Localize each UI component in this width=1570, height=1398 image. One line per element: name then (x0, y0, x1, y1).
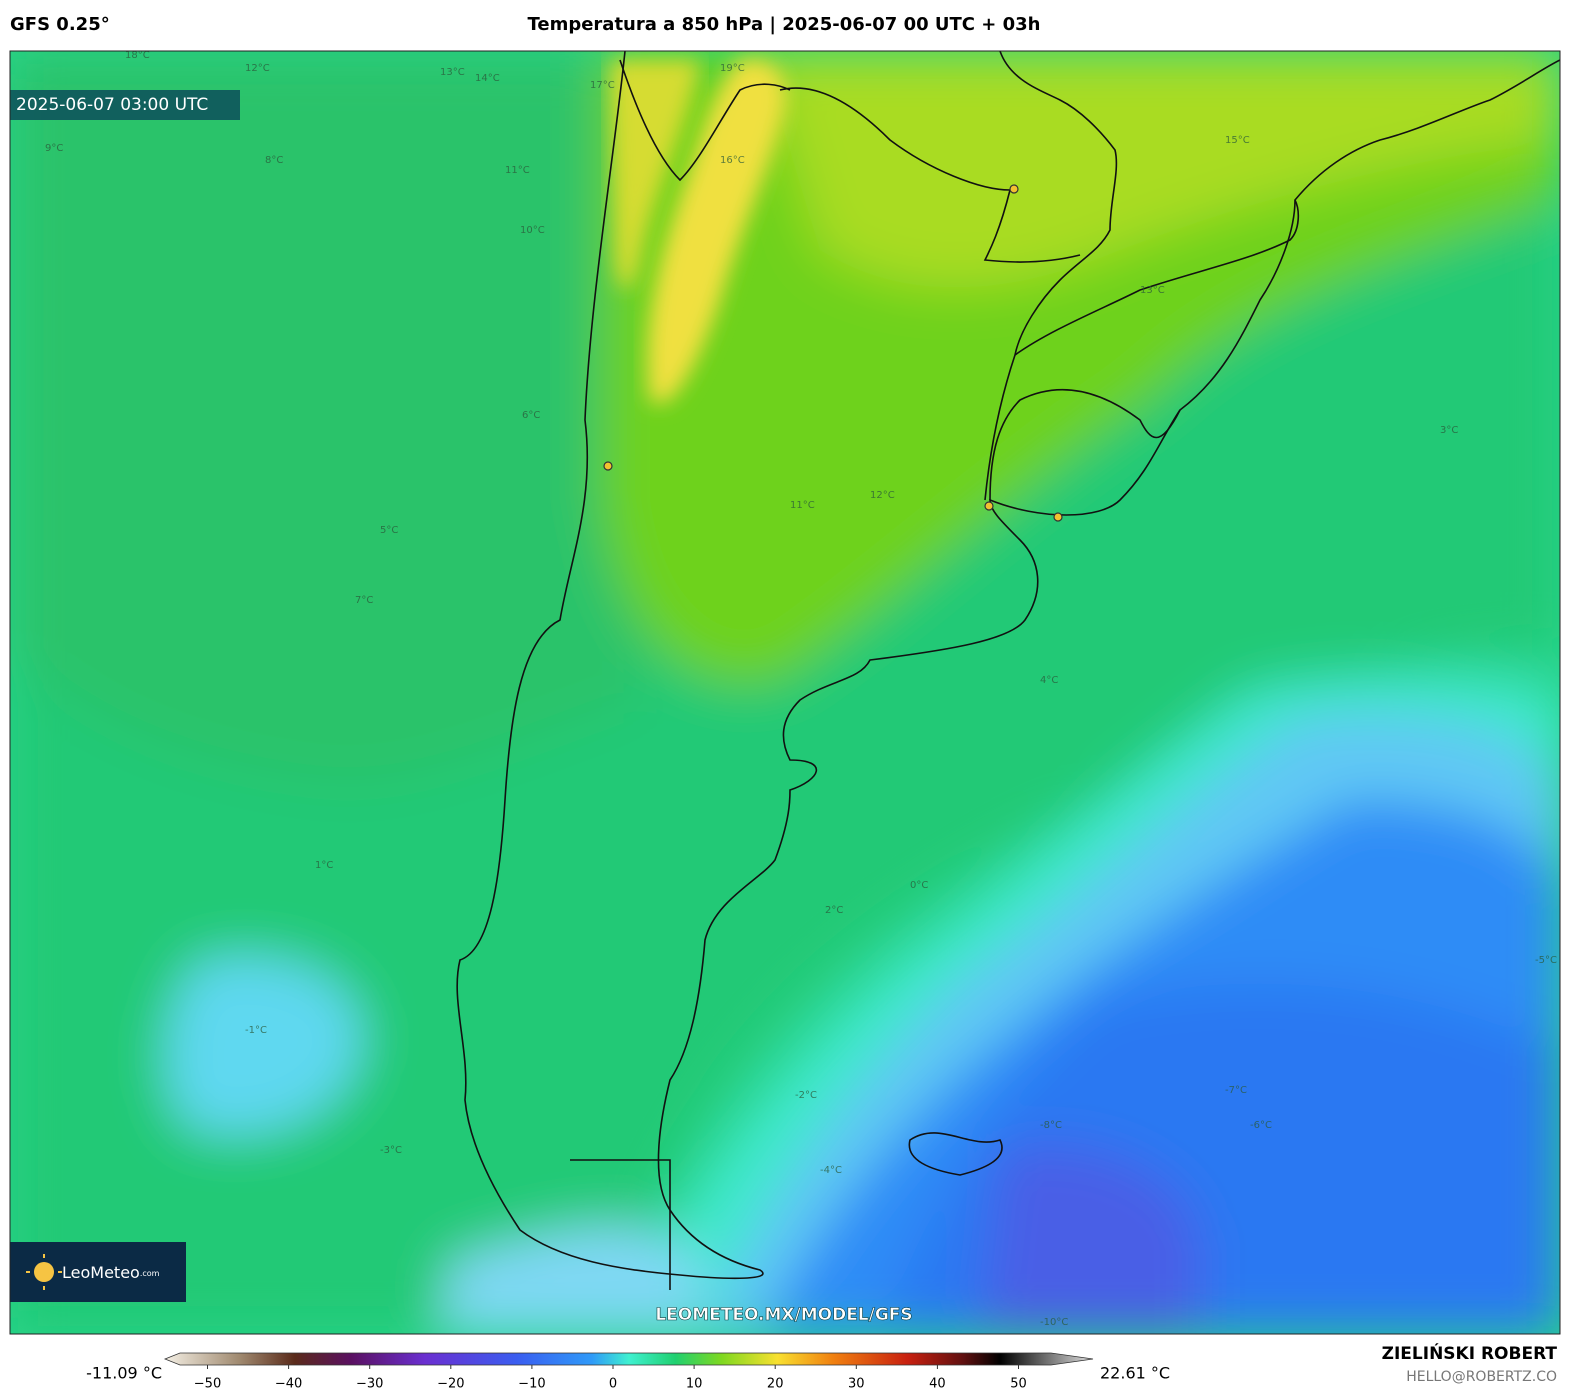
source-url: LEOMETEO.MX/MODEL/GFS (655, 1305, 912, 1325)
title: Temperatura a 850 hPa | 2025-06-07 00 UT… (527, 14, 1040, 35)
contour-label: 8°C (265, 155, 283, 166)
author: ZIELIŃSKI ROBERT (1382, 1342, 1558, 1364)
model-label: GFS 0.25° (10, 14, 110, 35)
contour-label: 12°C (245, 63, 270, 74)
colorbar-tick-label: 40 (929, 1377, 946, 1392)
colorbar: −50 −40 −30 −20 −10 0 10 20 30 40 50 (163, 1352, 1094, 1392)
contour-label: 7°C (355, 595, 373, 606)
colorbar-tick-label: −10 (518, 1377, 545, 1392)
contour-label: -6°C (1250, 1120, 1272, 1131)
contour-label: -10°C (1040, 1317, 1068, 1328)
contour-label: 5°C (380, 525, 398, 536)
contour-label: -4°C (820, 1165, 842, 1176)
contour-label: -2°C (795, 1090, 817, 1101)
contour-label: 6°C (522, 410, 540, 421)
contour-label: 1°C (315, 860, 333, 871)
map-frame (9, 50, 1561, 1335)
contour-label: 4°C (1040, 675, 1058, 686)
colorbar-tick-label: 0 (609, 1377, 617, 1392)
contour-label: 2°C (825, 905, 843, 916)
contour-label: 9°C (45, 143, 63, 154)
contour-label: 11°C (790, 500, 815, 511)
contour-label: 10°C (520, 225, 545, 236)
contour-label: 13°C (440, 67, 465, 78)
colorbar-tick-label: 20 (767, 1377, 784, 1392)
colorbar-tick-label: −50 (194, 1377, 221, 1392)
contour-label: 18°C (125, 50, 150, 61)
contour-label: 13°C (1140, 285, 1165, 296)
colorbar-tick-label: 10 (686, 1377, 703, 1392)
colorbar-tick-label: −40 (275, 1377, 302, 1392)
contour-label: -8°C (1040, 1120, 1062, 1131)
logo: LeoMeteo.com (62, 1263, 160, 1282)
coastlines (456, 51, 1560, 1290)
contour-label: -3°C (380, 1145, 402, 1156)
city-markers (603, 184, 1063, 522)
map: 18°C 17°C 13°C 14°C 12°C 19°C 16°C 15°C 9°C 8°C 11… (10, 50, 1560, 1334)
contour-label: 19°C (720, 63, 745, 74)
contour-label: 0°C (910, 880, 928, 891)
contour-label: 17°C (590, 80, 615, 91)
colorbar-min: -11.09 °C (86, 1364, 162, 1383)
contour-label: 16°C (720, 155, 745, 166)
colorbar-tick-label: −30 (356, 1377, 383, 1392)
contour-label: 15°C (1225, 135, 1250, 146)
contour-label: 14°C (475, 73, 500, 84)
logo-text: LeoMeteo (62, 1263, 140, 1282)
colorbar-tick-label: −20 (437, 1377, 464, 1392)
logo-suffix: .com (140, 1269, 160, 1278)
contour-label: -7°C (1225, 1085, 1247, 1096)
timestamp: 2025-06-07 03:00 UTC (16, 95, 208, 115)
contour-label: -1°C (245, 1025, 267, 1036)
colorbar-max: 22.61 °C (1100, 1364, 1170, 1383)
contour-label: -5°C (1535, 955, 1557, 966)
colorbar-tick-label: 50 (1010, 1377, 1027, 1392)
contour-label: 11°C (505, 165, 530, 176)
contour-label: 3°C (1440, 425, 1458, 436)
colorbar-tick-label: 30 (848, 1377, 865, 1392)
contour-label: 12°C (870, 490, 895, 501)
email: HELLO@ROBERTZ.CO (1406, 1369, 1557, 1385)
